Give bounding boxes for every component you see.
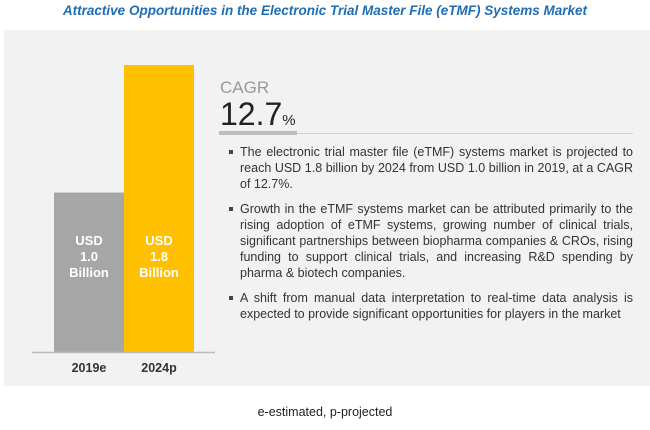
bullet-item: Growth in the eTMF systems market can be… [228, 201, 633, 281]
data-label: USD [75, 233, 102, 248]
bullet-item: A shift from manual data interpretation … [228, 290, 633, 322]
bar-2024p [124, 65, 194, 352]
category-label: 2019e [72, 361, 107, 375]
footnote: e-estimated, p-projected [257, 405, 393, 419]
divider-accent [219, 131, 297, 135]
bullet-item: The electronic trial master file (eTMF) … [228, 144, 633, 192]
chart-title: Attractive Opportunities in the Electron… [62, 3, 588, 18]
data-label: 1.0 [80, 249, 98, 264]
cagr-value: 12.7% [220, 96, 296, 133]
data-label: USD [145, 233, 172, 248]
cagr-label: CAGR [220, 78, 270, 97]
bar-2019e [54, 192, 124, 352]
divider [297, 133, 633, 134]
data-label: Billion [69, 265, 109, 280]
cagr-unit: % [282, 112, 296, 129]
category-label: 2024p [141, 361, 177, 375]
data-label: Billion [139, 265, 179, 280]
bullet-list: The electronic trial master file (eTMF) … [228, 144, 633, 331]
data-label: 1.8 [150, 249, 168, 264]
cagr-number: 12.7 [220, 96, 283, 132]
